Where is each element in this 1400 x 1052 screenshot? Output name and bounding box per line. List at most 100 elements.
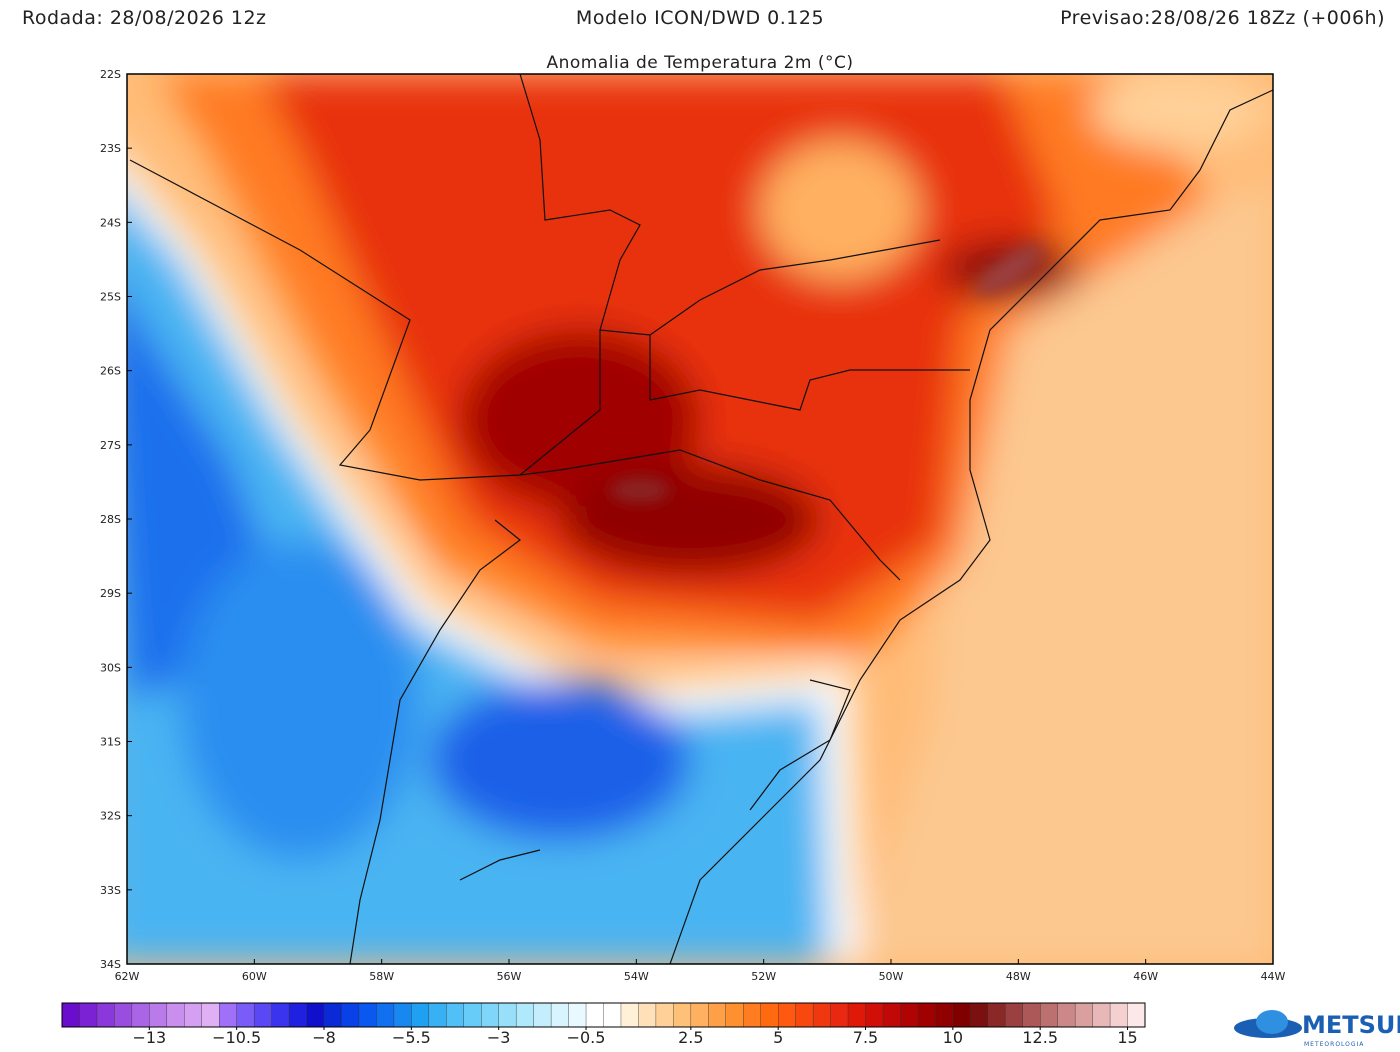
lat-label: 27S — [100, 439, 121, 452]
lon-label: 50W — [879, 970, 904, 983]
colorbar-swatch — [1074, 1002, 1094, 1028]
colorbar-swatch — [149, 1002, 168, 1028]
colorbar-label: 5 — [773, 1028, 783, 1047]
colorbar-swatch — [568, 1002, 587, 1028]
colorbar-swatch — [1092, 1002, 1111, 1028]
colorbar-swatch — [847, 1002, 867, 1028]
colorbar-swatch — [812, 1002, 832, 1028]
lat-label: 29S — [100, 587, 121, 600]
logo-name: METSUL — [1302, 1011, 1400, 1039]
colorbar-frame — [61, 1002, 1146, 1028]
colorbar-swatch — [428, 1002, 447, 1028]
lat-label: 24S — [100, 216, 121, 229]
colorbar-label: −8 — [312, 1028, 336, 1047]
colorbar-swatch — [725, 1002, 744, 1028]
colorbar-swatch — [236, 1002, 255, 1028]
model-label: Modelo ICON/DWD 0.125 — [576, 7, 824, 29]
lon-label: 52W — [751, 970, 776, 983]
colorbar-swatch — [463, 1002, 482, 1028]
colorbar-swatch — [585, 1002, 605, 1028]
lon-label: 62W — [115, 970, 140, 983]
colorbar-label: 7.5 — [853, 1028, 878, 1047]
colorbar-label: −10.5 — [212, 1028, 261, 1047]
colorbar-swatch — [638, 1002, 657, 1028]
lat-label: 32S — [100, 810, 121, 823]
lat-label: 23S — [100, 142, 121, 155]
lon-label: 48W — [1006, 970, 1031, 983]
lat-label: 25S — [100, 291, 121, 304]
colorbar-swatch — [1057, 1002, 1076, 1028]
colorbar-swatch — [166, 1002, 185, 1028]
lon-label: 46W — [1133, 970, 1158, 983]
colorbar-label: −3 — [487, 1028, 511, 1047]
logo-subtitle: METEOROLOGIA — [1304, 1041, 1364, 1048]
run-label: Rodada: 28/08/2026 12z — [22, 7, 267, 29]
lat-label: 31S — [100, 736, 121, 749]
colorbar-swatch — [777, 1002, 797, 1028]
colorbar-swatch — [1109, 1002, 1129, 1028]
colorbar-swatch — [96, 1002, 115, 1028]
anomaly-field — [127, 74, 1273, 964]
colorbar-swatch — [288, 1002, 308, 1028]
colorbar-swatch — [533, 1002, 552, 1028]
colorbar-swatch — [341, 1002, 360, 1028]
colorbar-swatch — [603, 1002, 622, 1028]
colorbar-label: 10 — [943, 1028, 963, 1047]
colorbar-swatch — [655, 1002, 674, 1028]
colorbar-swatch — [830, 1002, 849, 1028]
colorbar-swatch — [952, 1002, 971, 1028]
colorbar-swatch — [481, 1002, 500, 1028]
colorbar-swatch — [498, 1002, 517, 1028]
colorbar-label: 15 — [1117, 1028, 1137, 1047]
lat-label: 26S — [100, 365, 121, 378]
colorbar-swatch — [79, 1002, 98, 1028]
colorbar-swatch — [743, 1002, 762, 1028]
colorbar-swatch — [550, 1002, 570, 1028]
lat-label: 33S — [100, 884, 121, 897]
colorbar-swatch — [917, 1002, 936, 1028]
colorbar: −13 −10.5 −8 −5.5 −3 −0.5 2.5 5 7.5 10 12.5 15 — [61, 1002, 1146, 1047]
lon-label: 44W — [1261, 970, 1286, 983]
colorbar-swatch — [515, 1002, 535, 1028]
lon-label: 54W — [624, 970, 649, 983]
colorbar-swatch — [865, 1002, 884, 1028]
colorbar-swatch — [219, 1002, 238, 1028]
lat-label: 30S — [100, 661, 121, 674]
colorbar-swatch — [376, 1002, 395, 1028]
colorbar-swatch — [253, 1002, 273, 1028]
colorbar-swatch — [970, 1002, 989, 1028]
colorbar-label: −0.5 — [567, 1028, 606, 1047]
lon-label: 60W — [242, 970, 267, 983]
colorbar-swatch — [131, 1002, 150, 1028]
lon-label: 58W — [369, 970, 394, 983]
colorbar-swatch — [271, 1002, 290, 1028]
colorbar-swatch — [393, 1002, 412, 1028]
colorbar-swatch — [987, 1002, 1006, 1028]
lon-label: 56W — [497, 970, 522, 983]
colorbar-swatch — [1022, 1002, 1041, 1028]
colorbar-swatch — [690, 1002, 709, 1028]
colorbar-swatch — [760, 1002, 779, 1028]
colorbar-swatch — [882, 1002, 901, 1028]
colorbar-label: 12.5 — [1022, 1028, 1058, 1047]
lat-label: 28S — [100, 513, 121, 526]
colorbar-swatch — [446, 1002, 465, 1028]
colorbar-swatch — [306, 1002, 325, 1028]
colorbar-label: −13 — [132, 1028, 166, 1047]
colorbar-label: −5.5 — [392, 1028, 431, 1047]
colorbar-swatch — [935, 1002, 954, 1028]
colorbar-label: 2.5 — [678, 1028, 703, 1047]
colorbar-swatch — [900, 1002, 919, 1028]
logo-globe — [1256, 1010, 1288, 1034]
colorbar-swatch — [1039, 1002, 1059, 1028]
logo: METSUL METEOROLOGIA — [1234, 1010, 1400, 1048]
colorbar-swatch — [1127, 1002, 1146, 1028]
colorbar-swatch — [620, 1002, 639, 1028]
colorbar-swatch — [1005, 1002, 1024, 1028]
colorbar-swatch — [708, 1002, 727, 1028]
colorbar-swatch — [411, 1002, 430, 1028]
forecast-label: Previsao:28/08/26 18Zz (+006h) — [1060, 7, 1385, 29]
colorbar-swatch — [795, 1002, 814, 1028]
colorbar-swatch — [323, 1002, 342, 1028]
